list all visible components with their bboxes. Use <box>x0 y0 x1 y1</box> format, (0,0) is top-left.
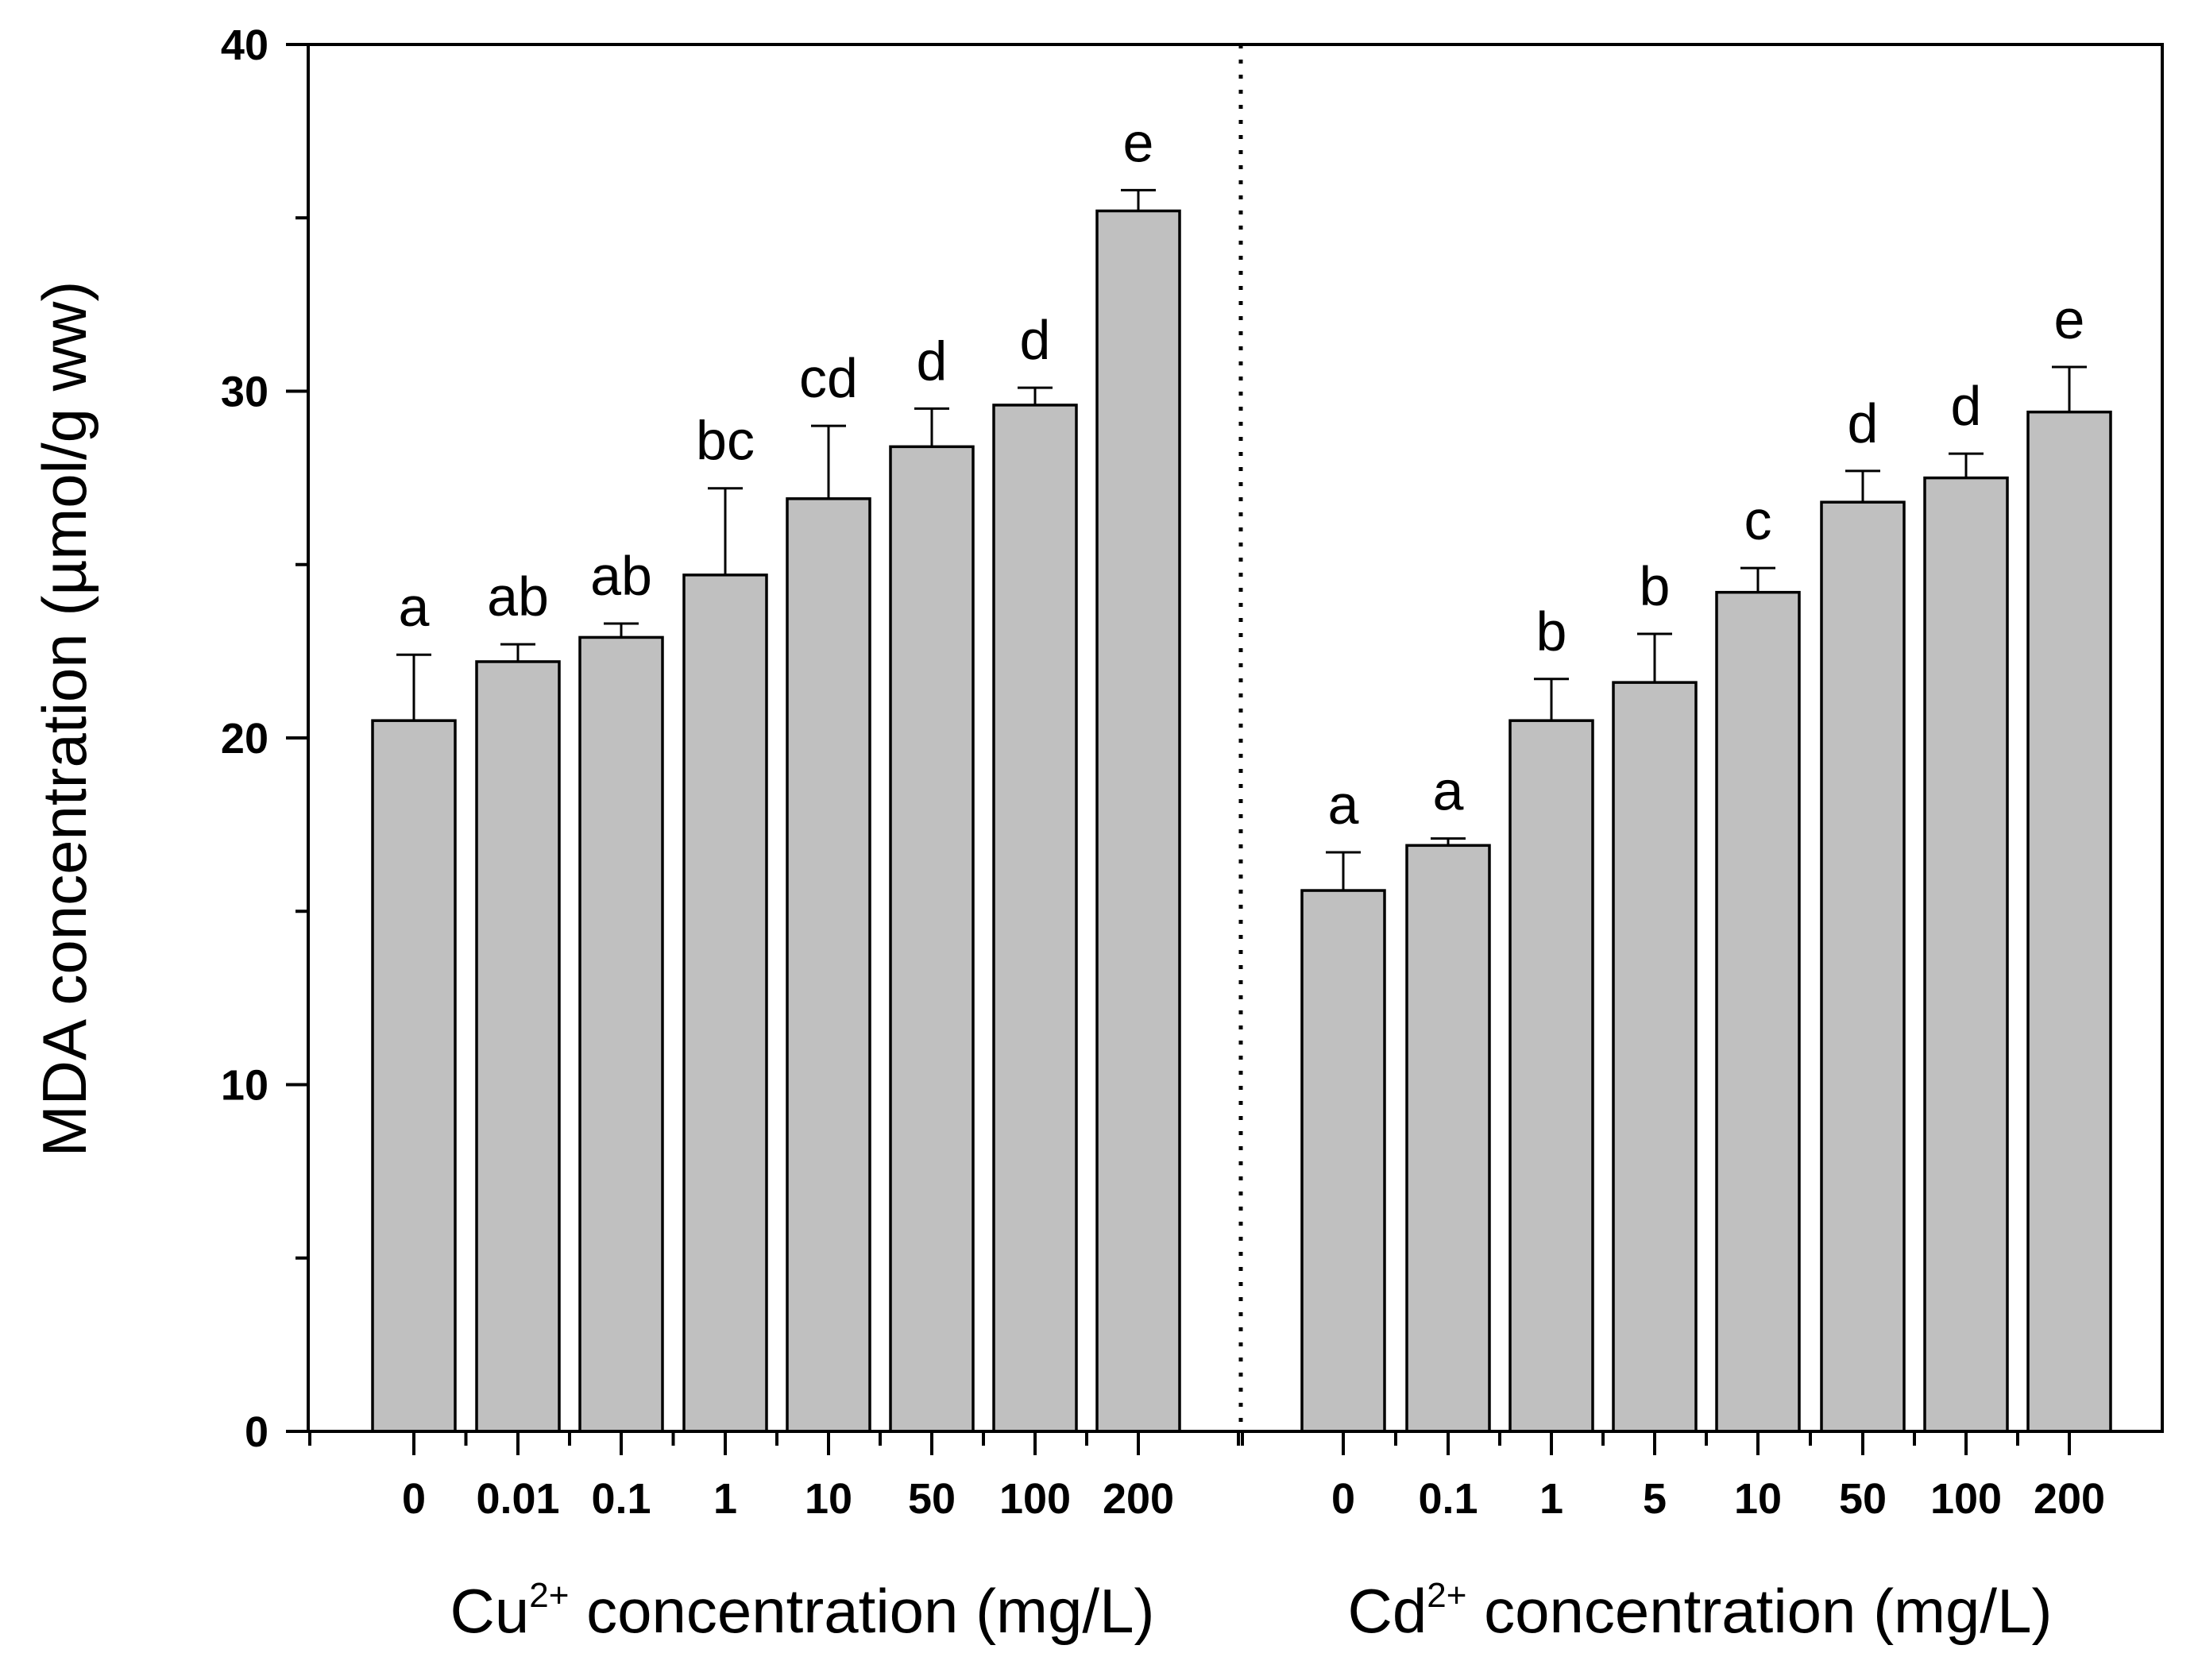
x-tick-label: 0.1 <box>1418 1475 1478 1523</box>
significance-label: a <box>399 576 430 638</box>
significance-label: e <box>2054 288 2085 350</box>
bar <box>1095 209 1181 1433</box>
significance-label: d <box>1848 392 1879 454</box>
y-tick-label: 10 <box>221 1062 268 1110</box>
x-tick-label: 200 <box>2034 1475 2105 1523</box>
x-axis-title-cd: Cd2+ concentration (mg/L) <box>1348 1576 2053 1646</box>
y-tick-label: 0 <box>245 1408 268 1456</box>
significance-label: cd <box>799 347 858 409</box>
significance-label: d <box>1020 309 1051 371</box>
bar <box>1508 719 1594 1433</box>
significance-label: bc <box>696 410 755 472</box>
x-tick-label: 0.01 <box>476 1475 559 1523</box>
x-tick-label: 100 <box>1930 1475 2002 1523</box>
significance-label: ab <box>590 545 652 607</box>
bar <box>1923 476 2009 1433</box>
x-tick-label: 0.1 <box>591 1475 651 1523</box>
significance-label: b <box>1536 601 1567 662</box>
significance-label: e <box>1123 111 1154 173</box>
bar <box>992 404 1078 1433</box>
significance-label: ab <box>487 566 549 628</box>
y-tick-label: 40 <box>221 21 268 69</box>
x-tick-label: 5 <box>1643 1475 1667 1523</box>
significance-label: d <box>1951 375 1982 437</box>
x-tick-label: 100 <box>999 1475 1071 1523</box>
bar <box>682 574 768 1433</box>
bar <box>578 635 664 1433</box>
significance-label: a <box>1433 760 1464 822</box>
bar <box>889 445 975 1433</box>
significance-label: a <box>1328 774 1359 836</box>
x-axis-title-cu: Cu2+ concentration (mg/L) <box>450 1576 1155 1646</box>
x-tick-label: 50 <box>1839 1475 1887 1523</box>
x-tick-label: 50 <box>908 1475 956 1523</box>
x-tick-label: 1 <box>713 1475 737 1523</box>
bar <box>1405 844 1491 1433</box>
bar <box>786 497 871 1433</box>
x-tick-label: 0 <box>402 1475 426 1523</box>
significance-label: d <box>917 330 948 392</box>
bar <box>1612 681 1698 1433</box>
bar <box>1715 590 1801 1433</box>
bar <box>1820 500 1906 1433</box>
significance-label: c <box>1744 489 1772 551</box>
bar <box>371 719 457 1433</box>
bar <box>1300 889 1386 1433</box>
y-axis-title: MDA concentration (µmol/g ww) <box>29 281 99 1157</box>
bar <box>2026 410 2112 1433</box>
x-tick-label: 10 <box>1734 1475 1782 1523</box>
bar <box>475 660 561 1433</box>
y-tick-label: 30 <box>221 369 268 416</box>
x-tick-label: 0 <box>1331 1475 1355 1523</box>
x-tick-label: 200 <box>1103 1475 1174 1523</box>
significance-label: b <box>1640 555 1671 617</box>
x-tick-label: 10 <box>805 1475 852 1523</box>
y-tick-label: 20 <box>221 715 268 763</box>
x-tick-label: 1 <box>1539 1475 1563 1523</box>
